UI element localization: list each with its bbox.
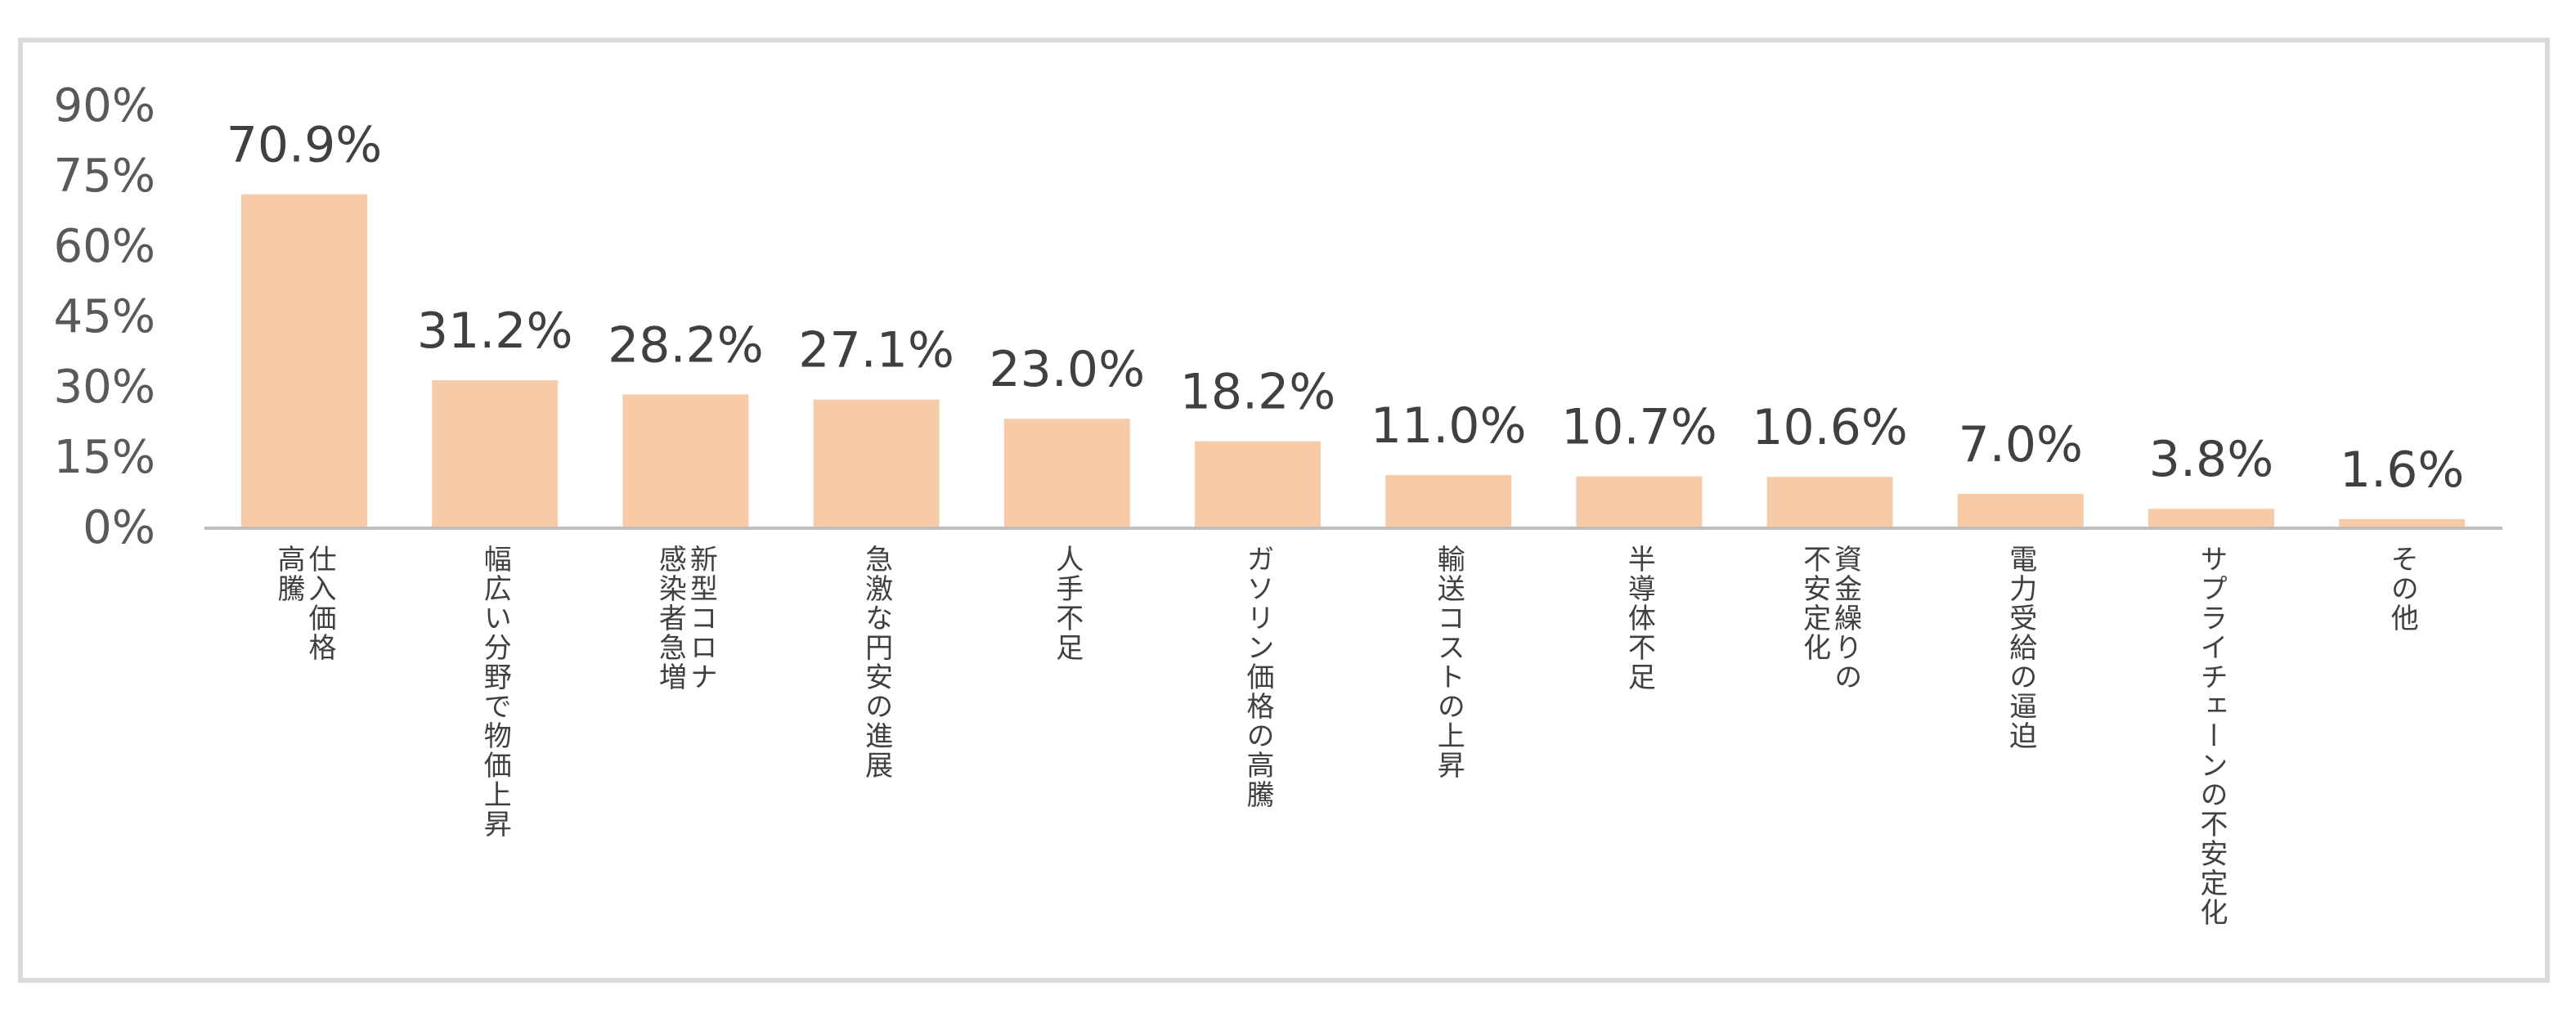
category-label: 電力受給の逼迫: [1972, 545, 2070, 751]
category-label: 人手不足: [1018, 545, 1116, 662]
bar: [1576, 476, 1703, 527]
bar: [622, 394, 749, 527]
data-label: 3.8%: [2149, 431, 2273, 488]
data-label: 11.0%: [1371, 397, 1527, 455]
category-label: 急激な円安の進展: [828, 545, 926, 780]
category-label-line: 高騰: [272, 545, 305, 603]
data-labels: 70.9% 31.2% 28.2% 27.1% 23.0% 18.2% 11.0% 10.7%…: [227, 117, 2465, 499]
bar: [1957, 493, 2084, 527]
bar: [2148, 509, 2274, 527]
bar: [1195, 441, 1321, 527]
data-label: 10.6%: [1752, 399, 1908, 456]
data-label: 31.2%: [417, 303, 573, 360]
category-label-line: 半導体不足: [1622, 545, 1656, 692]
category-label: 半導体不足: [1590, 545, 1688, 692]
bar: [1003, 419, 1130, 527]
category-label-line: 輸送コストの上昇: [1432, 545, 1465, 780]
data-label: 28.2%: [608, 316, 764, 374]
y-tick-label: 90%: [54, 79, 155, 132]
y-tick-label: 60%: [54, 220, 155, 273]
data-label: 7.0%: [1959, 416, 2083, 473]
category-label: 資金繰りの 不安定化: [1781, 545, 1879, 692]
category-label: 仕入価格 高騰: [255, 545, 353, 662]
bars: [241, 194, 2466, 527]
category-label: ガソリン価格の高騰: [1209, 545, 1307, 809]
bar: [1766, 477, 1893, 527]
y-tick-label: 45%: [54, 290, 155, 343]
category-label: サプライチェーンの不安定化: [2162, 545, 2260, 927]
category-label-line: 仕入価格: [303, 545, 336, 662]
category-label-line: 幅広い分野で物価上昇: [478, 545, 512, 839]
category-label-line: 資金繰りの: [1829, 545, 1862, 692]
data-label: 23.0%: [989, 341, 1145, 398]
category-label: その他: [2353, 545, 2451, 633]
category-label: 新型コロナ 感染者急増: [636, 545, 734, 692]
data-label: 18.2%: [1180, 364, 1336, 421]
category-label-line: 不安定化: [1797, 545, 1831, 662]
data-label: 10.7%: [1561, 399, 1717, 456]
y-tick-label: 30%: [54, 361, 155, 414]
y-axis: 90% 75% 60% 45% 30% 15% 0%: [54, 79, 155, 554]
bar: [432, 380, 559, 527]
data-label: 27.1%: [798, 322, 954, 379]
y-tick-label: 15%: [54, 431, 155, 484]
category-label-line: 急激な円安の進展: [859, 545, 893, 780]
bar: [1385, 474, 1512, 527]
category-label-line: サプライチェーンの不安定化: [2195, 545, 2228, 927]
bar: [2339, 518, 2466, 527]
data-label: 1.6%: [2340, 442, 2464, 499]
category-label-line: 感染者急増: [653, 545, 687, 692]
y-tick-label: 75%: [54, 150, 155, 203]
bar: [241, 194, 367, 527]
category-label-line: 新型コロナ: [684, 545, 718, 692]
bar: [813, 399, 940, 527]
data-label: 70.9%: [227, 117, 383, 174]
category-label-line: 電力受給の逼迫: [2004, 545, 2037, 751]
category-label: 幅広い分野で物価上昇: [446, 545, 544, 839]
category-label: 輸送コストの上昇: [1399, 545, 1497, 780]
category-label-line: その他: [2385, 545, 2419, 633]
category-label-line: ガソリン価格の高騰: [1241, 545, 1274, 809]
y-tick-label: 0%: [83, 501, 155, 554]
category-label-line: 人手不足: [1050, 545, 1084, 662]
